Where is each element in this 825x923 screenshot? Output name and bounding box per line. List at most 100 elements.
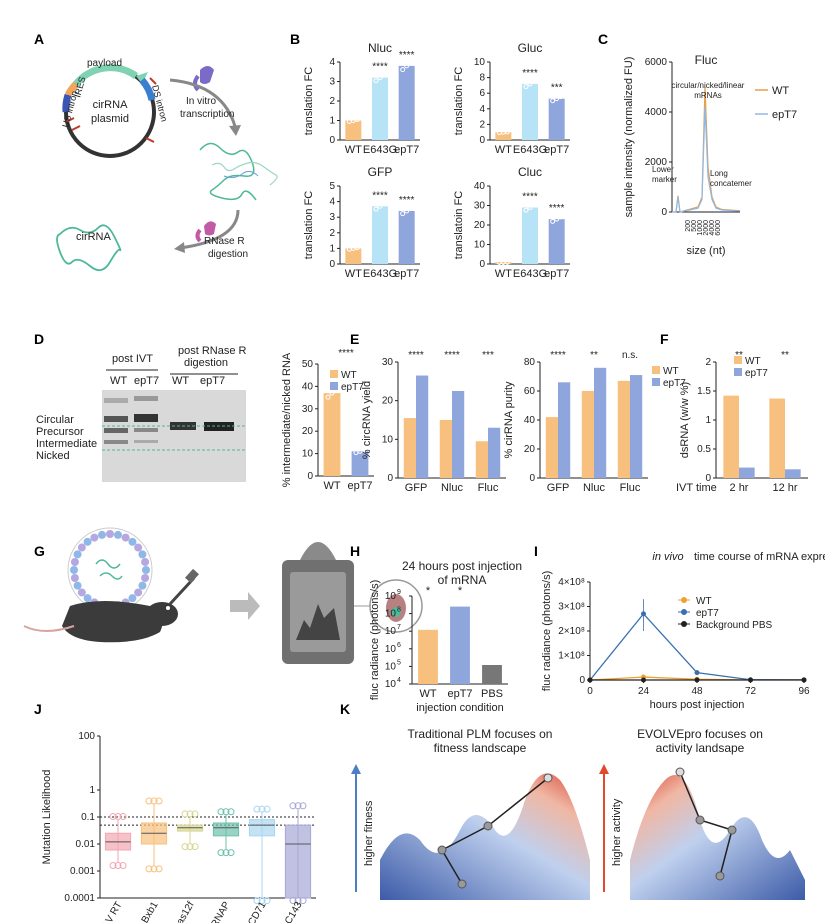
y-tick-label: 0.0001 <box>64 893 95 904</box>
x-tick-label: 2 hr <box>730 482 749 494</box>
chart-i: 0 1×10⁸ 2×10⁸ 3×10⁸ 4×10⁸ 0 24 48 72 96 WTepT7Back… <box>541 551 825 711</box>
label-payload: payload <box>87 58 122 69</box>
replicate-point <box>404 63 410 69</box>
label-rnase-2: digestion <box>208 249 248 260</box>
replicate-point <box>381 200 387 206</box>
landscape-left: Traditional PLM focuses on fitness lands… <box>351 727 590 900</box>
outlier-point <box>145 865 153 873</box>
outlier-point <box>222 849 230 857</box>
replicate-point <box>361 447 367 453</box>
panel-label-c: C <box>598 31 608 47</box>
significance-label: **** <box>399 50 415 61</box>
x-tick-label: WT <box>419 688 436 700</box>
label-ires: IRES <box>72 76 87 99</box>
y-tick-label: 40 <box>474 181 486 192</box>
significance-label: **** <box>549 203 565 214</box>
y-tick-label: 1 <box>89 785 95 796</box>
outlier-point <box>294 897 302 905</box>
k-right-title-1: EVOLVEpro focuses on <box>637 727 763 741</box>
gel-header-post-rnase-1: post RNase R <box>178 345 247 357</box>
gel-header-post-ivt: post IVT <box>112 353 153 365</box>
lipid-dot <box>141 557 150 566</box>
replicate-point <box>531 78 537 84</box>
lipid-dot <box>73 581 82 590</box>
x-tick-label: WT <box>345 144 362 156</box>
bar <box>398 210 415 264</box>
outlier-point <box>119 813 127 821</box>
bar <box>548 219 565 264</box>
band-label-circular: Circular <box>36 414 74 426</box>
chart-j: 0.0001 0.001 0.01 0.1 1 100 MLV RT Bxb1 cas12f T7… <box>41 731 316 923</box>
k-left-title-1: Traditional PLM focuses on <box>408 727 553 741</box>
annotation-long-1: Long <box>710 169 728 178</box>
panel-label-k: K <box>340 701 350 717</box>
replicate-point <box>504 129 510 135</box>
x-axis-label: hours post injection <box>650 699 745 711</box>
panel-label-e: E <box>350 331 359 347</box>
significance-label: **** <box>372 190 388 201</box>
chart-b-gluc: 0 2 4 6 8 10 WT E643G **** epT7 *** Gluc translation… <box>453 41 570 156</box>
panel-label-i: I <box>534 543 538 559</box>
outlier-point <box>227 808 235 816</box>
lane-label-ept7-1: epT7 <box>134 375 159 387</box>
y-axis-label: fluc radiance (photons/s) <box>369 580 381 700</box>
replicate-point <box>527 81 533 87</box>
significance-label: **** <box>522 68 538 79</box>
significance-label: **** <box>399 195 415 206</box>
outlier-point <box>155 865 163 873</box>
bar <box>594 367 607 478</box>
annotation-lower-marker-1: Lower <box>652 165 674 174</box>
outlier-point <box>289 897 297 905</box>
ivt-step: In vitro transcription <box>169 66 278 201</box>
replicate-point <box>377 75 383 81</box>
rnase-step: RNase R digestion cirRNA <box>56 209 248 272</box>
outlier-point <box>299 897 307 905</box>
y-tick-label: 60 <box>524 386 536 397</box>
legend-swatch <box>734 356 742 364</box>
y-tick-label: 3 <box>329 212 335 223</box>
legend-label: WT <box>745 356 761 367</box>
y-tick-label: 4000 <box>645 107 668 118</box>
y-axis-label: fluc radiance (photons/s) <box>541 571 553 691</box>
outlier-point <box>181 843 189 851</box>
y-tick-label: 0.1 <box>81 812 95 823</box>
label-cirrna: cirRNA <box>76 231 111 243</box>
x-tick-label: 1000 <box>697 220 704 236</box>
replicate-point <box>550 98 556 104</box>
y-tick-label: 5 <box>329 181 335 192</box>
y-axis-label: % cirRNA purity <box>503 381 515 459</box>
replicate-point <box>404 208 410 214</box>
series-point <box>694 670 700 676</box>
k-left-axis: higher fitness <box>363 800 375 866</box>
replicate-point <box>558 94 564 100</box>
y-axis-label: translation FC <box>303 67 315 136</box>
y-tick-label: 2 <box>479 119 485 130</box>
chart-title: time course of mRNA expression <box>694 551 825 563</box>
x-tick-label: Fluc <box>620 482 641 494</box>
outlier-point <box>150 797 158 805</box>
y-tick-label: 0 <box>307 471 313 482</box>
bar <box>418 629 438 684</box>
y-tick-label: 10 <box>474 240 486 251</box>
y-tick-label: 4 <box>479 104 485 115</box>
y-tick-label: 0.01 <box>76 839 96 850</box>
x-tick-label: epT7 <box>544 144 569 156</box>
legend-swatch <box>734 368 742 376</box>
replicate-point <box>523 207 529 213</box>
significance-label: * <box>426 585 431 597</box>
k-right-title-2: activity landsape <box>656 741 745 755</box>
y-tick-label: 6 <box>479 88 485 99</box>
x-tick-label: E643G <box>513 144 547 156</box>
x-tick-label: 72 <box>745 686 757 697</box>
outlier-point <box>263 805 271 813</box>
label-plasmid-2: plasmid <box>91 113 129 125</box>
outlier-point <box>114 861 122 869</box>
x-tick-label: epT7 <box>394 268 419 280</box>
y-tick-label: 10 <box>474 57 486 68</box>
plasmid-diagram: payload US intron IRES DS intron cirRNA … <box>60 58 169 158</box>
bar <box>581 391 594 478</box>
bar <box>345 248 362 264</box>
y-tick-label: 30 <box>302 404 314 415</box>
replicate-point <box>354 117 360 123</box>
